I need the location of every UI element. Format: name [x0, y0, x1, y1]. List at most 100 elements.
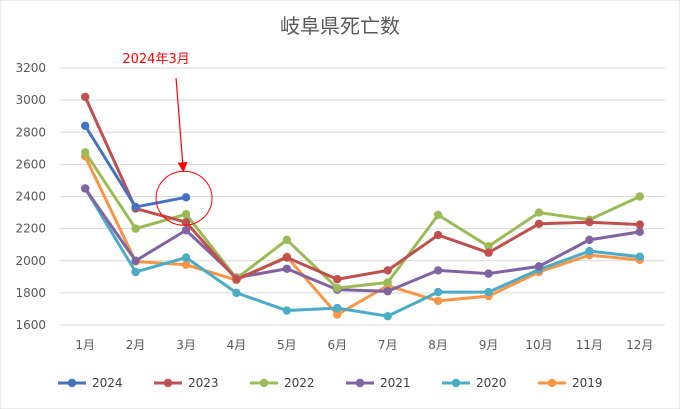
legend-item-2019: 2019	[538, 376, 603, 390]
series-line-2019	[83, 154, 642, 317]
legend-swatch-marker	[547, 378, 557, 388]
data-point-2022	[484, 242, 493, 251]
y-tick-label: 2200	[15, 222, 46, 236]
data-point-2020	[282, 306, 292, 315]
y-tick-label: 1800	[15, 286, 46, 300]
data-point-2022	[333, 283, 342, 293]
legend-label: 2024	[92, 376, 123, 390]
y-tick-label: 2600	[15, 157, 46, 171]
data-point-2019	[433, 296, 443, 306]
data-point-2023	[181, 218, 191, 227]
legend-swatch-marker	[355, 378, 365, 388]
data-point-2023	[433, 230, 443, 240]
data-point-2021	[81, 184, 90, 193]
data-point-2024	[181, 193, 191, 202]
data-point-2020	[131, 267, 140, 277]
data-point-2021	[383, 287, 392, 296]
legend-item-2022: 2022	[250, 376, 315, 390]
y-tick-label: 3000	[15, 93, 46, 107]
data-point-2021	[534, 262, 544, 271]
legend-swatch-marker	[163, 378, 173, 388]
series-line-2021	[83, 186, 642, 293]
data-point-2020	[232, 288, 241, 298]
x-tick-label: 4月	[227, 338, 247, 352]
data-point-2022	[181, 209, 191, 219]
legend-label: 2023	[188, 376, 219, 390]
x-axis-tick-labels: 1月 2月 3月 4月 5月 6月 7月 8月 9月 10月 11月 12月	[75, 338, 653, 352]
data-point-2022	[131, 224, 140, 233]
data-point-2021	[433, 266, 443, 275]
data-point-2023	[635, 220, 644, 229]
legend-label: 2022	[284, 376, 315, 390]
legend-item-2024: 2024	[58, 376, 123, 390]
data-point-2022	[534, 208, 544, 217]
data-point-2019	[333, 310, 342, 319]
data-point-2021	[635, 227, 644, 237]
data-point-2022	[81, 148, 90, 157]
y-tick-label: 1600	[15, 318, 46, 332]
data-point-2021	[131, 256, 140, 265]
series-2020	[81, 184, 644, 321]
x-tick-label: 10月	[525, 338, 552, 352]
series-line-2022	[83, 150, 642, 290]
series-2024	[81, 121, 191, 212]
y-axis-tick-labels: 1600 1800 2000 2200 2400 2600 2800 3000 3200	[15, 61, 46, 332]
data-point-2022	[383, 278, 392, 287]
x-tick-label: 3月	[176, 338, 196, 352]
data-point-2020	[484, 287, 493, 297]
gridlines	[60, 67, 665, 326]
y-tick-label: 3200	[15, 61, 46, 75]
legend-item-2020: 2020	[442, 376, 507, 390]
data-point-2020	[383, 311, 392, 321]
annotation-label: 2024年3月	[122, 52, 189, 67]
data-point-2023	[232, 275, 241, 284]
data-point-2021	[585, 235, 594, 245]
legend-swatch-marker	[259, 378, 269, 388]
data-point-2021	[484, 269, 493, 278]
x-tick-label: 11月	[576, 338, 603, 352]
data-point-2023	[282, 253, 292, 262]
chart-title: 岐阜県死亡数	[280, 14, 400, 38]
data-point-2023	[534, 219, 544, 229]
x-tick-label: 8月	[428, 338, 448, 352]
data-point-2021	[181, 226, 191, 235]
data-point-2020	[433, 287, 443, 297]
annotation: 2024年3月	[122, 52, 213, 226]
x-tick-label: 2月	[126, 338, 146, 352]
data-point-2019	[181, 260, 191, 269]
legend-swatch-marker	[67, 378, 77, 388]
legend-swatch-marker	[451, 378, 461, 388]
series-lines	[81, 92, 644, 321]
legend-label: 2021	[380, 376, 411, 390]
series-line-2020	[83, 186, 642, 318]
y-tick-label: 2000	[15, 254, 46, 268]
data-point-2024	[81, 121, 90, 131]
data-point-2022	[282, 235, 292, 245]
data-point-2020	[181, 253, 191, 262]
series-2022	[81, 148, 644, 293]
data-point-2020	[333, 303, 342, 313]
y-tick-label: 2400	[15, 190, 46, 204]
data-point-2022	[433, 210, 443, 220]
data-point-2020	[635, 252, 644, 261]
legend: 2024 2023 2022 2021 2020 2019	[58, 376, 603, 390]
data-point-2022	[635, 192, 644, 201]
x-tick-label: 9月	[479, 338, 499, 352]
data-point-2024	[131, 202, 140, 212]
data-point-2023	[81, 92, 90, 102]
legend-label: 2020	[476, 376, 507, 390]
x-tick-label: 7月	[378, 338, 398, 352]
legend-item-2023: 2023	[154, 376, 219, 390]
data-point-2023	[484, 248, 493, 257]
legend-label: 2019	[572, 376, 603, 390]
series-line-2023	[83, 95, 642, 281]
y-tick-label: 2800	[15, 125, 46, 139]
x-tick-label: 1月	[75, 338, 95, 352]
data-point-2020	[585, 246, 594, 256]
x-tick-label: 12月	[626, 338, 653, 352]
x-tick-label: 5月	[277, 338, 297, 352]
data-point-2021	[282, 264, 292, 273]
data-point-2023	[333, 275, 342, 284]
